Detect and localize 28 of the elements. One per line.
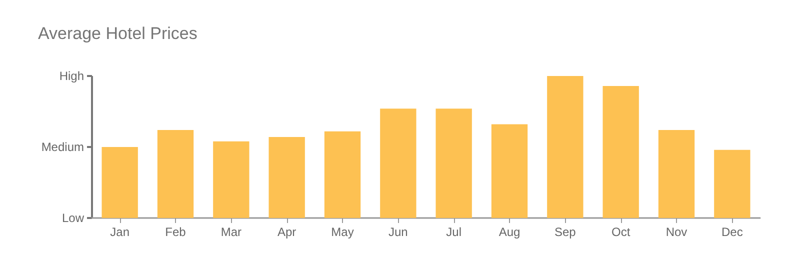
bar: [602, 86, 639, 218]
x-tick-label: May: [331, 225, 354, 239]
bar: [268, 137, 305, 218]
x-tick-label: Apr: [277, 225, 296, 239]
x-tick-label: Oct: [611, 225, 631, 239]
x-tick-label: Nov: [666, 225, 688, 239]
bar: [491, 124, 528, 218]
text: Low: [62, 211, 84, 225]
bar: [157, 130, 194, 218]
x-tick-label: Aug: [498, 225, 520, 239]
bar: [658, 130, 695, 218]
chart-title: Average Hotel Prices: [38, 24, 198, 43]
x-tick-label: Jul: [446, 225, 462, 239]
x-tick-label: Jan: [110, 225, 130, 239]
bar: [436, 108, 472, 218]
text: Medium: [41, 140, 84, 154]
x-tick-label: Sep: [554, 225, 576, 239]
x-tick-label: Dec: [721, 225, 743, 239]
bar: [102, 147, 138, 218]
x-tick-label: Mar: [220, 225, 242, 239]
x-tick-label: Feb: [165, 225, 186, 239]
bar: [714, 150, 750, 218]
bar: [213, 141, 250, 218]
x-tick-label: Jun: [388, 225, 408, 239]
bar: [547, 76, 584, 218]
bar: [380, 108, 416, 218]
text: High: [59, 69, 84, 83]
bar: [324, 131, 361, 218]
